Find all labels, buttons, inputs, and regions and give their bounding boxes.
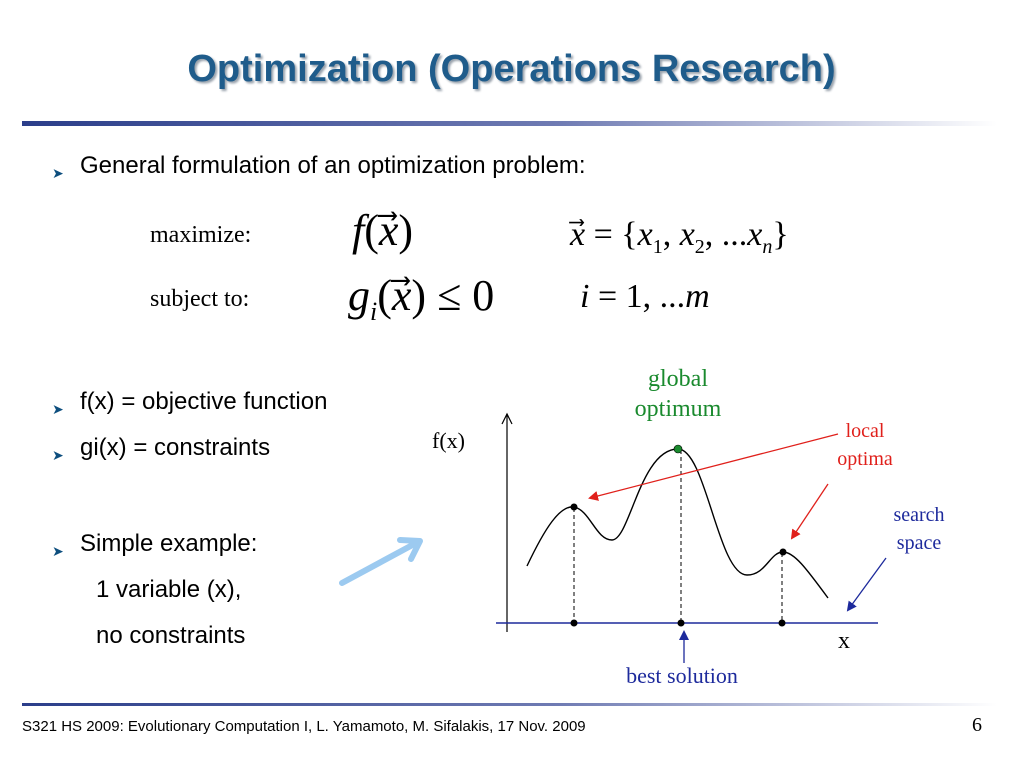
footer-divider <box>22 703 997 706</box>
search-space-label: search space <box>870 501 968 557</box>
search-space-label-line2: space <box>896 532 942 554</box>
best-solution-label: best solution <box>626 663 738 688</box>
constraint-expression: gi(x⃗) ≤ 0 <box>348 271 495 326</box>
slide-title: Optimization (Operations Research) <box>187 48 836 90</box>
objective-curve <box>526 448 829 599</box>
local-optima-label: local optima <box>810 417 920 473</box>
global-optimum-label-line1: global <box>648 366 708 392</box>
example-line-1: 1 variable (x), <box>96 576 242 603</box>
bullet-objective-text: f(x) = objective function <box>80 388 328 415</box>
global-optimum-label-line2: optimum <box>634 396 722 422</box>
bullet-constraints-text: gi(x) = constraints <box>80 434 271 461</box>
local-optima-label-line2: optima <box>837 448 893 470</box>
title-divider <box>22 121 997 126</box>
y-axis-label: f(x) <box>432 428 465 453</box>
solution-point <box>570 619 578 627</box>
solution-point <box>778 619 786 627</box>
x-axis-label: x <box>838 628 850 654</box>
maximize-label: maximize: <box>150 222 252 248</box>
search-space-arrow <box>846 557 887 612</box>
global-optimum-label: global optimum <box>608 364 748 424</box>
local-max-point <box>779 548 787 556</box>
bullet-formulation-text: General formulation of an optimization p… <box>80 152 586 179</box>
pointer-arrow-icon <box>339 537 423 586</box>
local-max-point <box>570 503 578 511</box>
local-optima-arrow <box>790 483 829 540</box>
arrow-bullet-icon: ➤ <box>52 401 64 417</box>
arrow-bullet-icon: ➤ <box>52 543 64 559</box>
vector-definition: x⃗ = {x1, x2, ...xn} <box>570 216 789 258</box>
solution-point <box>677 619 685 627</box>
objective-expression: f(x⃗) <box>352 206 414 255</box>
bullet-example-text: Simple example: <box>80 530 258 557</box>
page-number: 6 <box>972 714 982 736</box>
arrow-bullet-icon: ➤ <box>52 165 64 181</box>
arrow-bullet-icon: ➤ <box>52 447 64 463</box>
example-line-2: no constraints <box>96 622 246 649</box>
local-optima-arrow <box>588 433 839 501</box>
search-space-label-line1: search <box>893 504 945 526</box>
subject-to-label: subject to: <box>150 286 250 312</box>
footer-text: S321 HS 2009: Evolutionary Computation I… <box>22 718 586 735</box>
local-optima-label-line1: local <box>845 420 885 442</box>
global-max-point <box>673 444 683 454</box>
index-definition: i = 1, ...m <box>580 278 710 315</box>
